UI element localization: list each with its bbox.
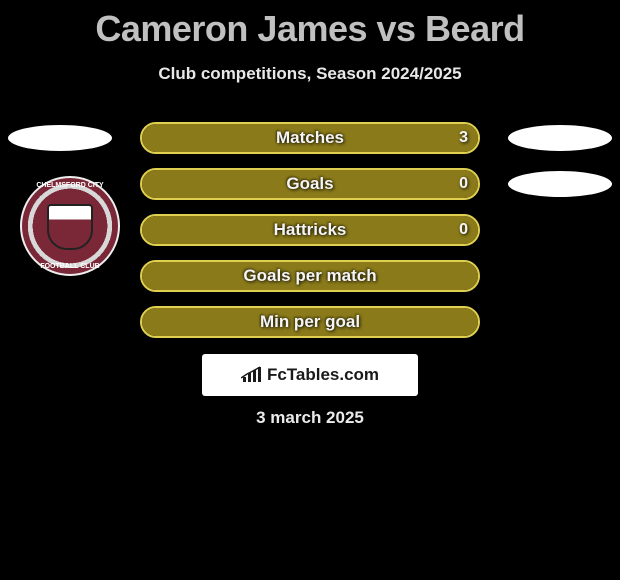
stat-bar: Goals per match xyxy=(140,260,480,292)
player-right-marker xyxy=(508,125,612,151)
club-crest: CHELMSFORD CITY FOOTBALL CLUB xyxy=(20,176,120,276)
stat-value-right: 3 xyxy=(459,124,468,152)
stat-label: Matches xyxy=(142,124,478,152)
attribution-box: FcTables.com xyxy=(202,354,418,396)
page-title: Cameron James vs Beard xyxy=(0,0,620,50)
stat-row: Min per goal xyxy=(0,306,620,352)
crest-text-top: CHELMSFORD CITY xyxy=(20,182,120,189)
stat-bar: Min per goal xyxy=(140,306,480,338)
stat-value-right: 0 xyxy=(459,216,468,244)
stat-label: Hattricks xyxy=(142,216,478,244)
attribution-text: FcTables.com xyxy=(267,365,379,385)
stat-value-right: 0 xyxy=(459,170,468,198)
stat-bar: Goals 0 xyxy=(140,168,480,200)
stat-bar: Hattricks 0 xyxy=(140,214,480,246)
stat-label: Goals xyxy=(142,170,478,198)
player-right-marker xyxy=(508,171,612,197)
stat-label: Min per goal xyxy=(142,308,478,336)
date-label: 3 march 2025 xyxy=(0,408,620,428)
bar-chart-icon xyxy=(241,366,263,384)
stat-row: Matches 3 xyxy=(0,122,620,168)
crest-shield xyxy=(47,204,93,250)
stat-bar: Matches 3 xyxy=(140,122,480,154)
crest-text-bottom: FOOTBALL CLUB xyxy=(20,263,120,270)
stat-label: Goals per match xyxy=(142,262,478,290)
subtitle: Club competitions, Season 2024/2025 xyxy=(0,64,620,84)
player-left-marker xyxy=(8,125,112,151)
